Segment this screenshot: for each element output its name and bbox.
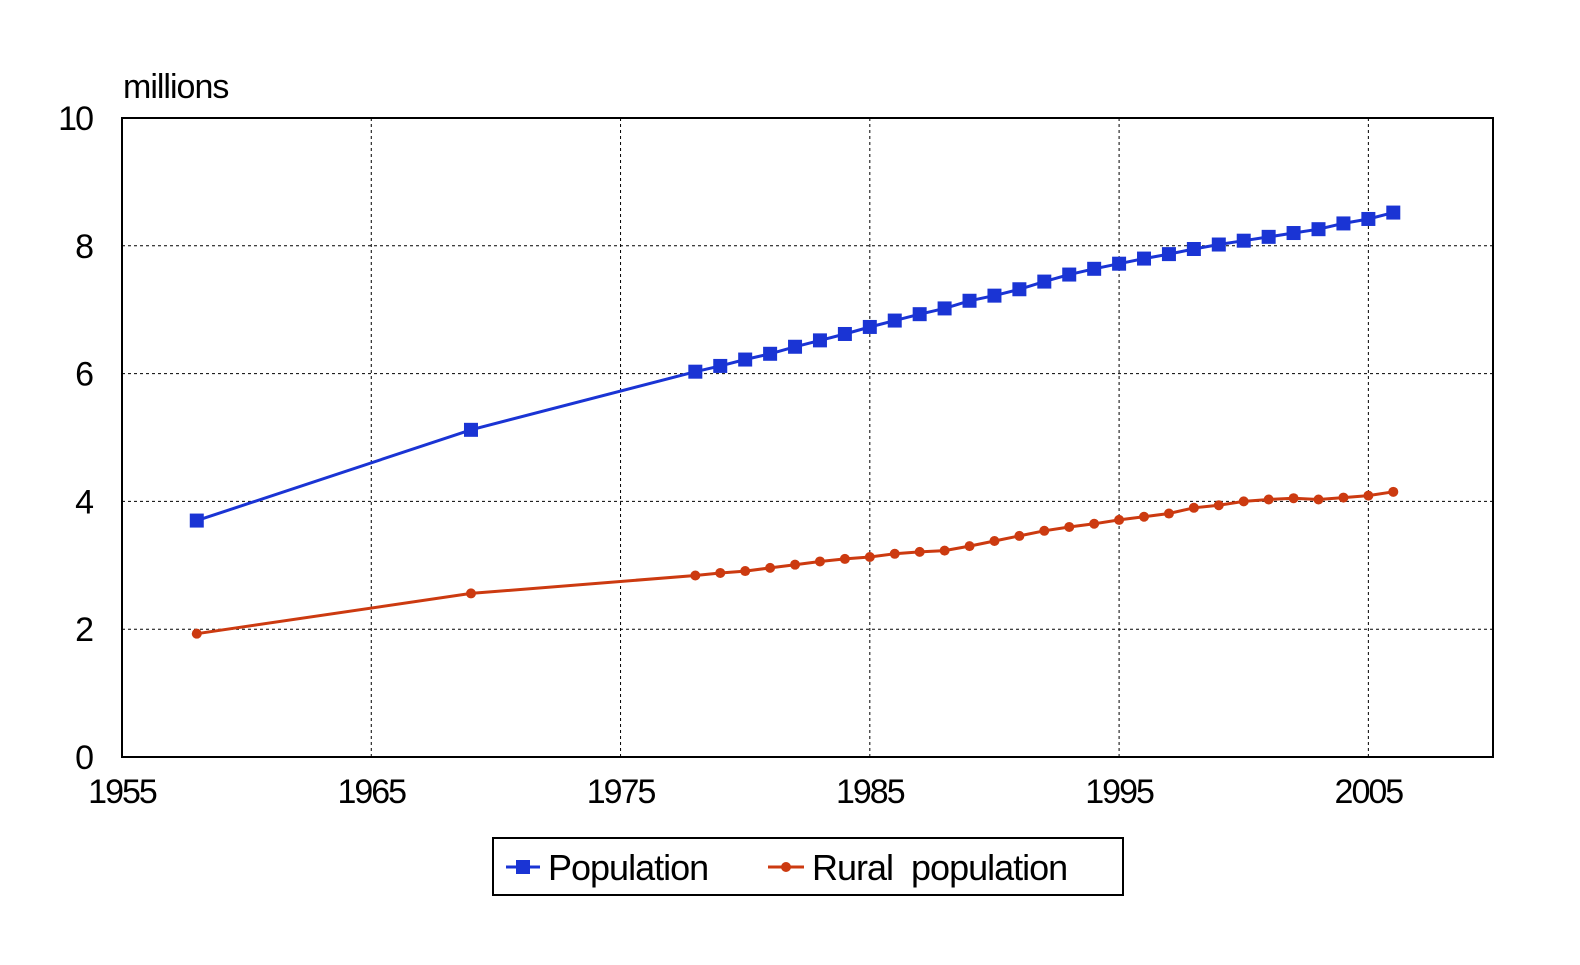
data-point-population [1336,216,1350,230]
data-point-rural-population [865,552,875,562]
data-point-rural-population [690,571,700,581]
legend-marker-population [516,860,530,874]
y-tick-label: 8 [75,228,93,266]
data-point-rural-population [1264,494,1274,504]
data-point-population [1137,252,1151,266]
data-point-rural-population [715,568,725,578]
data-point-population [1037,275,1051,289]
data-point-population [1386,206,1400,220]
data-point-rural-population [1014,531,1024,541]
data-point-population [987,289,1001,303]
data-point-population [838,327,852,341]
data-point-population [863,320,877,334]
data-point-rural-population [1363,491,1373,501]
x-tick-label: 1955 [88,773,157,811]
data-point-rural-population [466,588,476,598]
data-point-rural-population [1114,515,1124,525]
data-point-population [788,340,802,354]
data-point-rural-population [890,549,900,559]
y-tick-label: 0 [75,739,93,777]
data-point-population [1187,242,1201,256]
data-point-population [713,359,727,373]
data-point-rural-population [915,547,925,557]
data-point-population [1212,238,1226,252]
x-tick-label: 1975 [587,773,656,811]
x-tick-label: 1965 [337,773,406,811]
data-point-population [1162,247,1176,261]
data-point-rural-population [740,566,750,576]
data-point-rural-population [1338,493,1348,503]
data-point-rural-population [815,556,825,566]
data-point-rural-population [840,554,850,564]
data-point-population [1361,212,1375,226]
data-point-rural-population [765,563,775,573]
legend: Population Rural population [493,838,1123,895]
data-point-rural-population [1214,500,1224,510]
data-point-population [888,314,902,328]
data-point-rural-population [1039,526,1049,536]
legend-label-population: Population [548,847,708,888]
data-point-rural-population [1164,509,1174,519]
data-point-population [1062,268,1076,282]
x-tick-label: 2005 [1335,773,1404,811]
data-point-rural-population [1314,494,1324,504]
data-point-population [963,294,977,308]
data-point-population [190,514,204,528]
data-point-population [464,423,478,437]
data-point-population [1112,257,1126,271]
legend-label-rural-population: Rural population [812,847,1067,888]
data-point-population [763,347,777,361]
data-point-rural-population [1064,522,1074,532]
data-point-population [1237,234,1251,248]
data-point-population [1087,262,1101,276]
data-point-population [688,365,702,379]
y-tick-label: 4 [75,483,93,521]
data-point-rural-population [1089,519,1099,529]
data-point-rural-population [192,629,202,639]
y-axis-unit-label: millions [123,68,228,106]
data-point-rural-population [1289,493,1299,503]
data-point-rural-population [1388,487,1398,497]
data-point-population [1012,282,1026,296]
data-point-rural-population [940,546,950,556]
data-point-rural-population [1139,512,1149,522]
data-point-rural-population [1239,496,1249,506]
data-point-population [813,333,827,347]
tick-labels: 0 2 4 6 8 10 1955 1965 1975 1985 1995 2005 [58,100,1403,811]
y-tick-label: 10 [58,100,93,138]
data-point-rural-population [790,560,800,570]
legend-marker-rural-population [781,862,791,872]
grid-lines [122,118,1493,757]
series-line-population [197,213,1394,521]
y-tick-label: 6 [75,356,93,394]
data-point-population [913,307,927,321]
plot-frame [122,118,1493,757]
data-point-population [1312,222,1326,236]
x-tick-label: 1995 [1085,773,1154,811]
data-point-population [738,353,752,367]
x-tick-label: 1985 [836,773,905,811]
data-point-rural-population [1189,503,1199,513]
y-tick-label: 2 [75,611,93,649]
data-point-rural-population [965,541,975,551]
data-point-population [1287,226,1301,240]
data-point-rural-population [989,536,999,546]
data-point-population [1262,230,1276,244]
data-point-population [938,301,952,315]
